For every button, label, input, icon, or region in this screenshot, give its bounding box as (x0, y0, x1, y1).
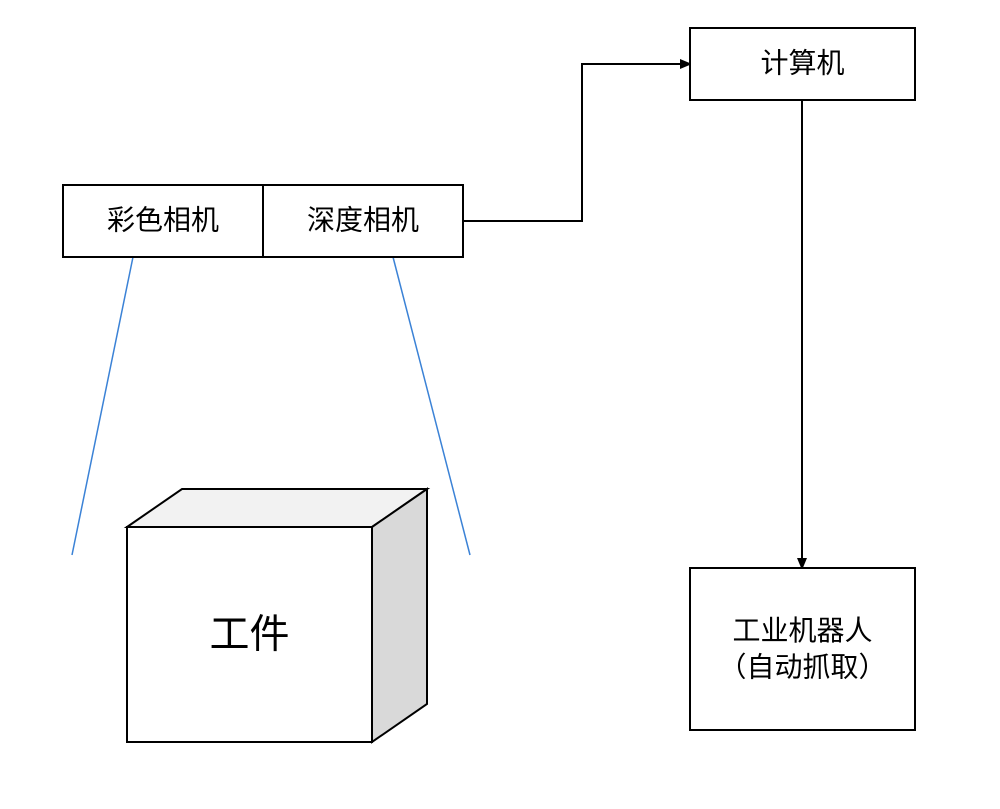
node-computer: 计算机 (690, 28, 915, 100)
node-color-camera: 彩色相机 (63, 185, 263, 257)
node-workpiece-label: 工件 (210, 612, 290, 657)
node-workpiece: 工件 (127, 489, 427, 742)
node-computer-label: 计算机 (760, 47, 844, 79)
node-depth-camera-label: 深度相机 (307, 204, 419, 236)
node-robot: 工业机器人 （自动抓取） (690, 568, 915, 730)
node-color-camera-label: 彩色相机 (107, 204, 219, 236)
node-depth-camera: 深度相机 (263, 185, 463, 257)
view-line-0 (72, 257, 133, 555)
workpiece-cube-side-face (372, 489, 427, 742)
node-robot-label-line1: 工业机器人 (732, 615, 872, 647)
node-robot-label-line2: （自动抓取） (718, 651, 886, 683)
edge-depth_camera-to-computer (463, 64, 690, 221)
edges (463, 64, 802, 568)
